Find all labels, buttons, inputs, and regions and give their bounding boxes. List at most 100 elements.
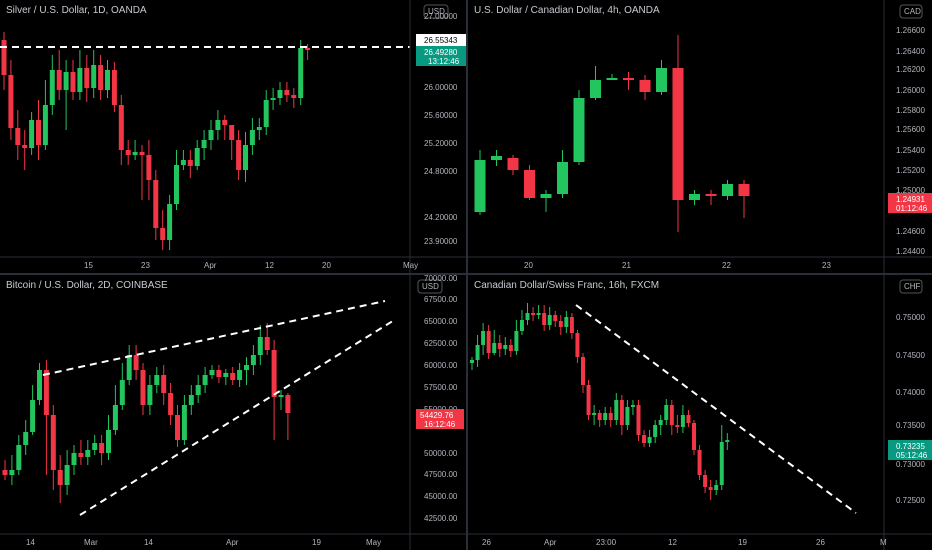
candle-body [167, 204, 173, 240]
candle-body [525, 313, 530, 320]
candle-body [263, 100, 269, 127]
candle-body [126, 355, 132, 380]
chart-pane-usdcad[interactable]: CAD 1.26600 1.26400 1.26200 1.26000 1.25… [468, 0, 932, 273]
candle-body [70, 72, 76, 92]
candle-body [92, 443, 98, 450]
candle-body [277, 90, 283, 98]
candle-body [614, 400, 619, 420]
svg-text:19: 19 [738, 538, 747, 547]
chart-pane-cadchf[interactable]: CHF 0.75000 0.74500 0.74000 0.73500 0.73… [468, 275, 932, 550]
candle-body [16, 445, 22, 470]
candle-body [639, 80, 651, 92]
candle-body [125, 150, 131, 155]
price-tick: 25.60000 [424, 111, 458, 120]
price-tick: 62500.00 [424, 339, 458, 348]
price-tick: 24.20000 [424, 213, 458, 222]
chart-pane-btcusd[interactable]: USD 70000.00 67500.00 65000.00 62500.00 … [0, 275, 466, 550]
svg-text:23: 23 [822, 261, 831, 270]
candle-body [508, 345, 513, 351]
price-tick: 1.25800 [896, 106, 925, 115]
candle-body [36, 120, 41, 145]
candle-body [216, 370, 222, 377]
svg-text:14: 14 [26, 538, 35, 547]
silver-candles [1, 32, 311, 250]
silver-chart[interactable]: USD 27.00000 26.00000 25.60000 25.20000 … [0, 0, 466, 273]
price-tick: 1.26600 [896, 26, 925, 35]
price-tick: 23.90000 [424, 237, 458, 246]
svg-text:21: 21 [622, 261, 631, 270]
svg-text:23:00: 23:00 [596, 538, 617, 547]
candle-body [111, 70, 117, 105]
price-tick: 45000.00 [424, 492, 458, 501]
svg-text:26: 26 [482, 538, 491, 547]
svg-text:19: 19 [312, 538, 321, 547]
price-tick: 24.80000 [424, 167, 458, 176]
candle-body [714, 485, 719, 490]
candle-body [139, 152, 145, 155]
chart-pane-silver[interactable]: USD 27.00000 26.00000 25.60000 25.20000 … [0, 0, 466, 273]
countdown-label: 16:12:46 [424, 420, 456, 429]
candle-body [608, 413, 613, 420]
price-tick: 0.75000 [896, 313, 925, 322]
silver-price-axis: USD 27.00000 26.00000 25.60000 25.20000 … [416, 4, 466, 246]
chart-title: Canadian Dollar/Swiss Franc, 16h, FXCM [474, 280, 660, 291]
candle-body [722, 184, 733, 196]
usdcad-candles [474, 35, 750, 232]
price-tick: 1.25000 [896, 186, 925, 195]
cadchf-chart[interactable]: CHF 0.75000 0.74500 0.74000 0.73500 0.73… [468, 275, 932, 550]
svg-text:Apr: Apr [544, 538, 557, 547]
candle-body [603, 413, 608, 420]
candle-body [658, 420, 663, 425]
price-tick: 0.74500 [896, 351, 925, 360]
price-tick: 0.74000 [896, 388, 925, 397]
candle-body [37, 370, 42, 400]
candle-body [470, 360, 474, 363]
current-price-tag [416, 46, 466, 66]
candle-body [181, 405, 187, 440]
candle-body [647, 437, 652, 443]
candle-body [118, 105, 124, 150]
candle-body [195, 385, 201, 395]
price-tick: 42500.00 [424, 514, 458, 523]
candle-body [623, 78, 634, 80]
last-price-label: 26.55343 [424, 36, 458, 45]
candle-body [592, 413, 597, 415]
candle-body [223, 373, 229, 377]
pane-divider-vertical[interactable] [466, 0, 468, 550]
candle-body [84, 68, 90, 88]
candle-body [29, 120, 35, 148]
last-price-tag [416, 34, 466, 46]
svg-text:22: 22 [722, 261, 731, 270]
candle-body [697, 450, 702, 475]
candle-body [78, 453, 84, 457]
candle-body [99, 443, 105, 453]
price-tick: 57500.00 [424, 383, 458, 392]
pane-divider-horizontal[interactable] [0, 273, 932, 275]
candle-body [98, 65, 104, 90]
candle-body [305, 48, 311, 50]
candle-body [256, 127, 262, 130]
btcusd-chart[interactable]: USD 70000.00 67500.00 65000.00 62500.00 … [0, 275, 466, 550]
current-price-label: 0.73235 [896, 442, 925, 451]
current-price-label: 26.49280 [424, 48, 458, 57]
candle-body [492, 343, 497, 353]
candle-body [43, 370, 49, 415]
candle-body [264, 337, 270, 350]
candle-body [680, 415, 685, 427]
candle-body [597, 413, 602, 420]
price-tick: 70000.00 [424, 275, 458, 283]
price-tick: 25.20000 [424, 139, 458, 148]
candle-body [719, 442, 724, 485]
candle-body [669, 405, 674, 425]
candle-body [569, 317, 574, 333]
btcusd-candles [2, 323, 291, 503]
candle-body [140, 370, 146, 405]
price-tick: 1.26200 [896, 65, 925, 74]
price-tick: 26.00000 [424, 83, 458, 92]
candle-body [642, 435, 647, 443]
btc-trendlines [42, 300, 397, 516]
candle-body [547, 315, 552, 325]
candle-body [119, 380, 125, 405]
usdcad-chart[interactable]: CAD 1.26600 1.26400 1.26200 1.26000 1.25… [468, 0, 932, 273]
candle-body [573, 98, 585, 162]
